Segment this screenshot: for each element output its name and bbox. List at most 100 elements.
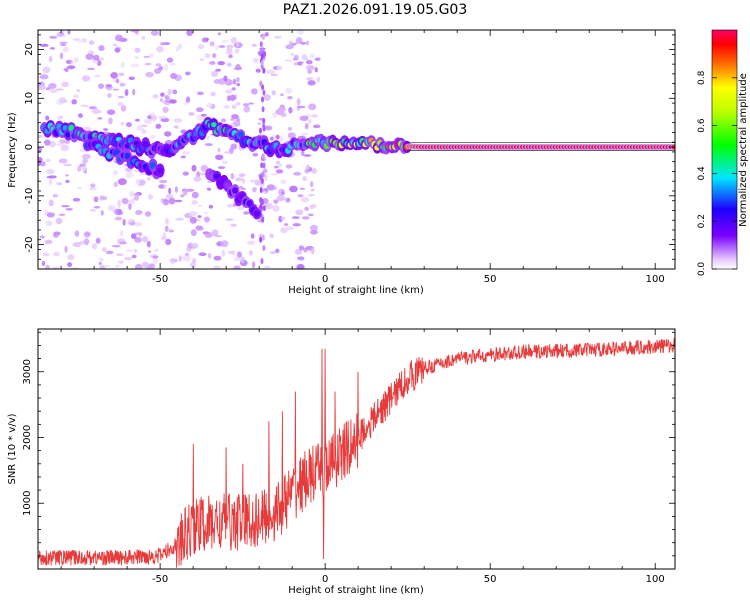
heatmap-speckle [98, 83, 105, 89]
heatmap-speckle [220, 118, 227, 123]
heatmap-speckle [241, 178, 246, 184]
heatmap-speckle [81, 166, 87, 172]
heatmap-speckle [126, 121, 132, 128]
heatmap-speckle [238, 186, 243, 189]
heatmap-speckle [162, 199, 169, 206]
heatmap-blob [210, 121, 217, 128]
heatmap-speckle [180, 194, 185, 198]
heatmap-speckle [93, 205, 101, 209]
heatmap-speckle [200, 164, 209, 172]
heatmap-speckle [308, 213, 314, 217]
heatmap-speckle [186, 96, 191, 103]
heatmap-speckle [262, 123, 266, 130]
heatmap-speckle [196, 91, 204, 96]
heatmap-speckle [45, 158, 51, 163]
heatmap-speckle [126, 249, 134, 252]
heatmap-speckle [46, 168, 55, 175]
heatmap-speckle [133, 195, 140, 201]
heatmap-speckle [260, 60, 264, 67]
heatmap-speckle [64, 245, 68, 253]
heatmap-ylabel: Frequency (Hz) [7, 112, 18, 188]
heatmap-speckle [236, 83, 241, 87]
y-tick-label: 20 [24, 43, 35, 56]
heatmap-speckle [98, 45, 105, 52]
heatmap-blob [149, 162, 156, 169]
heatmap-speckle [215, 68, 222, 72]
heatmap-speckle [170, 257, 175, 265]
heatmap-speckle [119, 82, 126, 87]
heatmap-speckle [204, 216, 210, 223]
heatmap-speckle [212, 53, 217, 59]
heatmap-speckle [164, 94, 170, 101]
heatmap-speckle [117, 178, 127, 186]
heatmap-speckle [72, 241, 82, 248]
heatmap-speckle [289, 185, 298, 193]
heatmap-speckle [228, 250, 233, 254]
heatmap-speckle [283, 223, 289, 227]
heatmap-speckle [156, 45, 164, 53]
heatmap-speckle [60, 34, 67, 38]
heatmap-blob [157, 167, 164, 174]
heatmap-speckle [251, 88, 258, 95]
heatmap-speckle [73, 57, 79, 63]
heatmap-speckle [261, 106, 265, 113]
heatmap-speckle [65, 60, 71, 64]
heatmap-speckle [308, 103, 317, 111]
heatmap-speckle [91, 243, 98, 250]
heatmap-speckle [44, 239, 53, 245]
heatmap-speckle [48, 83, 57, 89]
heatmap-speckle [168, 229, 175, 233]
heatmap-speckle [169, 99, 177, 104]
heatmap-speckle [38, 84, 46, 91]
heatmap-speckle [61, 205, 70, 208]
heatmap-speckle [235, 101, 241, 106]
heatmap-speckle [165, 218, 169, 225]
heatmap-speckle [231, 104, 237, 110]
heatmap-speckle [173, 118, 183, 124]
heatmap-speckle [309, 181, 314, 188]
heatmap-speckle [264, 125, 273, 131]
heatmap-speckle [66, 65, 76, 70]
heatmap-speckle [273, 199, 279, 204]
heatmap-speckle [218, 45, 226, 48]
heatmap-speckle [310, 204, 314, 210]
heatmap-speckle [143, 55, 151, 58]
heatmap-speckle [270, 73, 278, 77]
heatmap-speckle [305, 40, 310, 45]
heatmap-speckle [52, 266, 60, 269]
heatmap-speckle [257, 122, 262, 125]
heatmap-speckle [106, 109, 116, 116]
heatmap-speckle [303, 57, 309, 61]
heatmap-speckle [301, 150, 305, 156]
heatmap-speckle [130, 63, 140, 68]
heatmap-speckle [118, 260, 125, 264]
heatmap-speckle [314, 57, 321, 62]
heatmap-speckle [159, 179, 168, 184]
heatmap-speckle [76, 89, 80, 93]
heatmap-speckle [264, 202, 273, 210]
heatmap-speckle [206, 187, 212, 191]
heatmap-speckle [261, 33, 265, 40]
heatmap-speckle [197, 204, 203, 207]
heatmap-speckle [285, 226, 295, 231]
heatmap-speckle [259, 203, 263, 210]
heatmap-speckle [215, 45, 219, 51]
heatmap-speckle [110, 72, 118, 79]
heatmap-speckle [154, 248, 159, 253]
colorbar-tick-label: 0.0 [697, 262, 707, 277]
snr-series-line [38, 337, 675, 568]
heatmap-speckle [129, 191, 134, 198]
heatmap-speckle [262, 51, 266, 58]
heatmap-speckle [306, 164, 310, 171]
heatmap-speckle [59, 52, 64, 60]
heatmap-speckle [220, 240, 229, 248]
heatmap-speckle [184, 71, 191, 76]
heatmap-speckle [262, 89, 266, 96]
heatmap-speckle [63, 163, 72, 167]
heatmap-speckle [305, 65, 315, 71]
heatmap-speckle [140, 124, 148, 128]
heatmap-speckle [280, 93, 284, 97]
heatmap-speckle [49, 88, 58, 94]
heatmap-speckle [98, 261, 102, 266]
heatmap-speckle [293, 54, 299, 61]
